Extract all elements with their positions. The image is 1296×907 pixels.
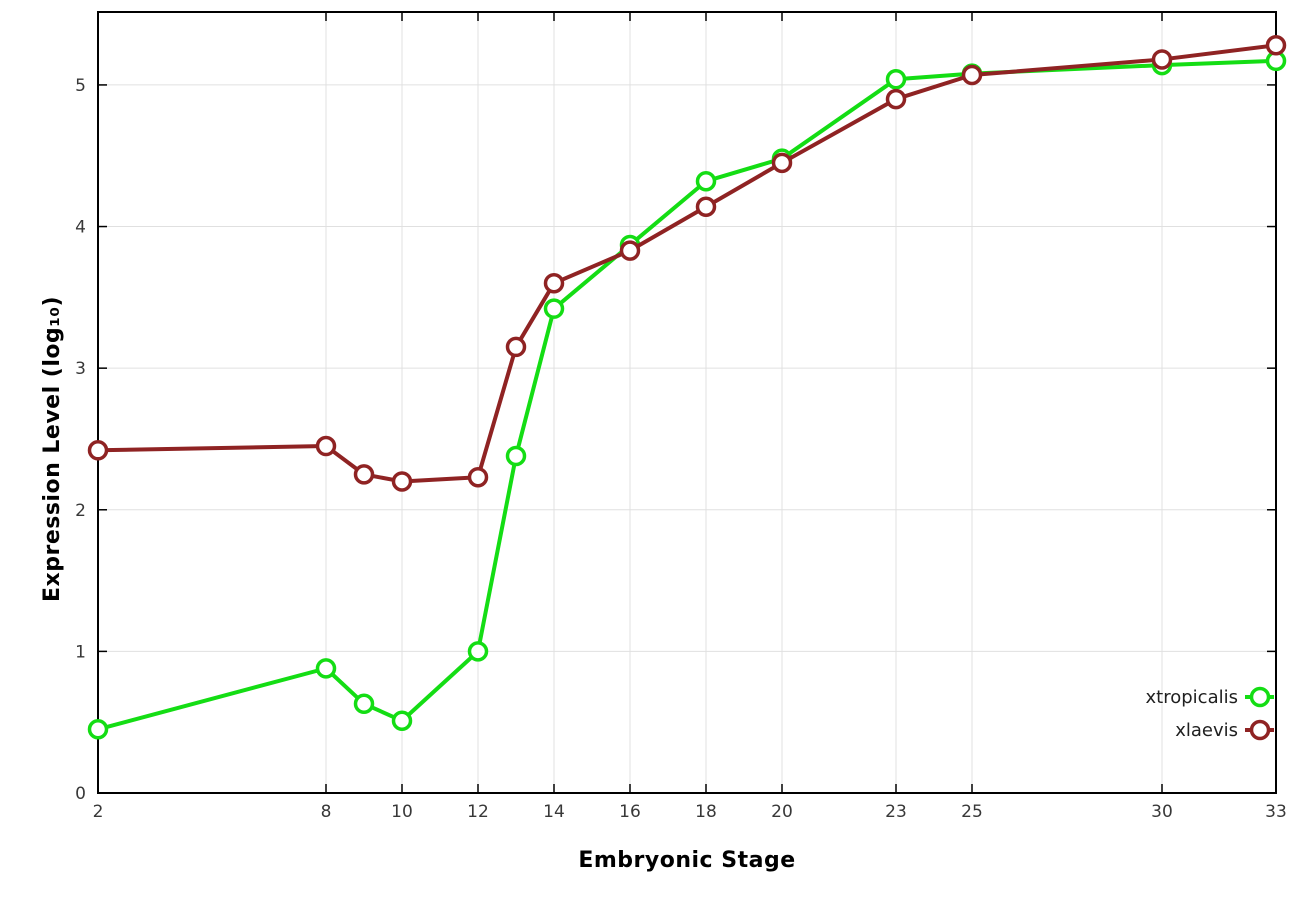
series-line-xtropicalis bbox=[96, 58, 1278, 732]
x-tick-label: 18 bbox=[695, 802, 717, 822]
x-tick-label: 16 bbox=[619, 802, 641, 822]
x-tick-label: 12 bbox=[467, 802, 489, 822]
data-point-xtropicalis bbox=[315, 658, 337, 679]
plot-border bbox=[97, 11, 1277, 794]
x-tick-label: 10 bbox=[391, 802, 413, 822]
data-point-xlaevis bbox=[87, 440, 109, 461]
y-tick-label: 2 bbox=[75, 501, 86, 521]
data-point-xlaevis bbox=[315, 435, 337, 457]
x-tick-label: 8 bbox=[321, 802, 332, 822]
data-point-xlaevis bbox=[391, 471, 413, 492]
data-point-xtropicalis bbox=[885, 69, 907, 90]
x-tick-label: 2 bbox=[93, 802, 104, 822]
legend-marker-xlaevis bbox=[1249, 719, 1271, 741]
data-point-xlaevis bbox=[771, 152, 793, 174]
series-line-xlaevis bbox=[96, 43, 1278, 484]
x-tick-label: 20 bbox=[771, 802, 793, 822]
y-tick-label: 0 bbox=[75, 784, 86, 804]
y-tick-label: 5 bbox=[75, 76, 86, 96]
data-point-xlaevis bbox=[961, 64, 983, 86]
y-tick-label: 1 bbox=[75, 642, 86, 662]
data-point-xlaevis bbox=[695, 196, 717, 217]
data-point-xlaevis bbox=[619, 240, 641, 261]
x-tick-label: 23 bbox=[885, 802, 907, 822]
legend-label-xtropicalis: xtropicalis bbox=[1146, 687, 1238, 708]
data-point-xtropicalis bbox=[695, 170, 717, 192]
legend-marker-xtropicalis bbox=[1249, 686, 1271, 708]
x-tick-label: 30 bbox=[1151, 802, 1173, 822]
data-point-xtropicalis bbox=[87, 719, 109, 740]
x-tick-label: 25 bbox=[961, 802, 983, 822]
y-tick-label: 3 bbox=[75, 359, 86, 379]
data-point-xlaevis bbox=[1151, 49, 1173, 70]
data-point-xtropicalis bbox=[505, 445, 527, 467]
x-tick-label: 33 bbox=[1265, 802, 1287, 822]
data-point-xlaevis bbox=[1265, 35, 1287, 56]
x-axis-title: Embryonic Stage bbox=[578, 848, 796, 873]
y-tick-label: 4 bbox=[75, 218, 86, 238]
y-axis-title: Expression Level (log₁₀) bbox=[40, 295, 65, 602]
data-point-xlaevis bbox=[505, 336, 527, 358]
legend-label-xlaevis: xlaevis bbox=[1175, 720, 1238, 741]
data-point-xtropicalis bbox=[543, 298, 565, 319]
data-point-xlaevis bbox=[543, 272, 565, 294]
data-point-xtropicalis bbox=[353, 693, 375, 715]
data-point-xlaevis bbox=[353, 464, 375, 485]
data-point-xlaevis bbox=[467, 466, 489, 488]
data-point-xlaevis bbox=[885, 88, 907, 110]
data-point-xtropicalis bbox=[391, 710, 413, 732]
x-tick-label: 14 bbox=[543, 802, 565, 822]
data-point-xtropicalis bbox=[467, 641, 489, 662]
